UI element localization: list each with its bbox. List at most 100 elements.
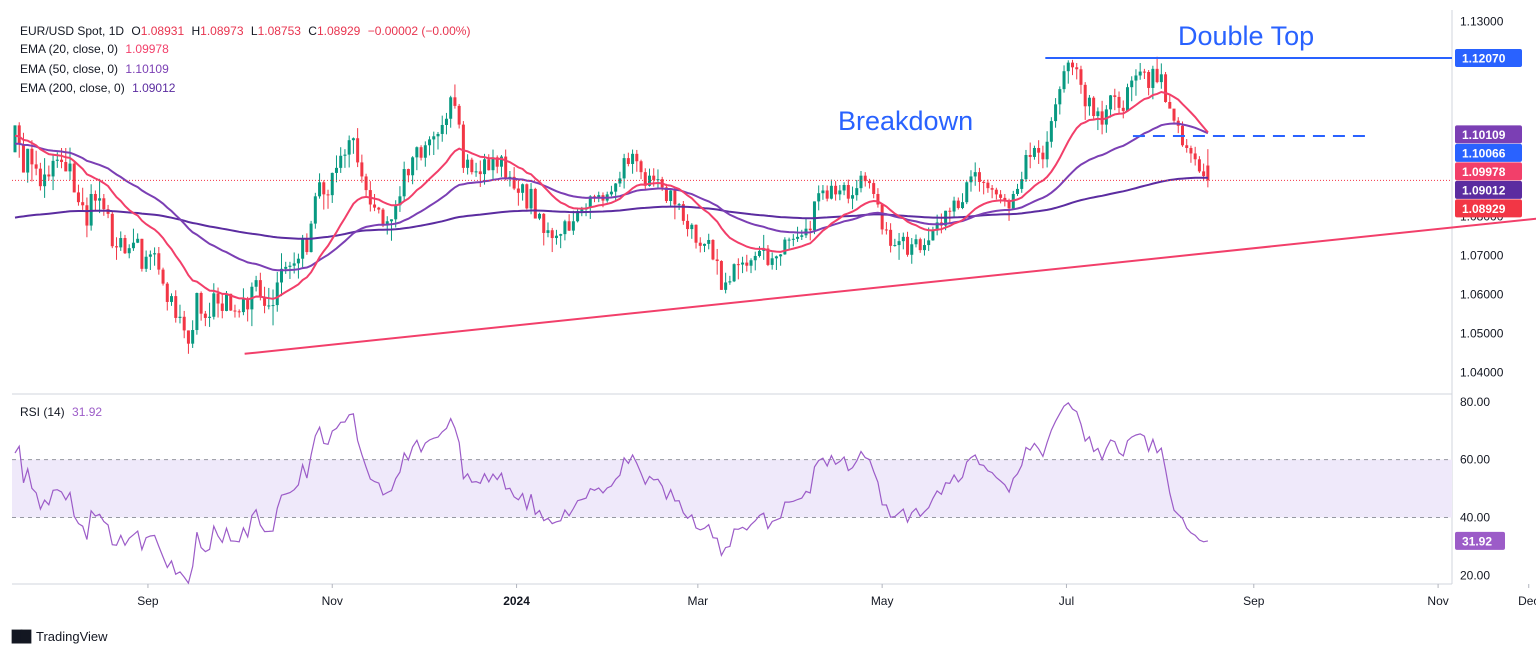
candle[interactable] <box>863 172 867 187</box>
candle[interactable] <box>711 239 715 261</box>
candle[interactable] <box>1041 145 1045 169</box>
candle[interactable] <box>123 234 127 255</box>
candle[interactable] <box>373 193 377 212</box>
candle[interactable] <box>525 183 529 210</box>
candle[interactable] <box>360 154 364 183</box>
candle[interactable] <box>893 238 897 247</box>
candle[interactable] <box>170 293 174 306</box>
candle[interactable] <box>131 228 135 251</box>
candle[interactable] <box>182 310 186 339</box>
candle[interactable] <box>30 140 34 182</box>
candle[interactable] <box>1134 69 1138 96</box>
candle[interactable] <box>334 155 338 183</box>
candle[interactable] <box>842 182 846 196</box>
candle[interactable] <box>529 183 533 215</box>
candle[interactable] <box>673 186 677 220</box>
candle[interactable] <box>411 156 415 185</box>
candle[interactable] <box>347 135 351 168</box>
candle[interactable] <box>702 243 706 253</box>
candle[interactable] <box>554 229 558 245</box>
candle[interactable] <box>770 252 774 270</box>
candle[interactable] <box>1028 142 1032 169</box>
candle[interactable] <box>724 272 728 294</box>
candle[interactable] <box>470 157 474 175</box>
candle[interactable] <box>144 250 148 272</box>
candle[interactable] <box>1045 131 1049 168</box>
candle[interactable] <box>838 185 842 201</box>
candle[interactable] <box>618 171 622 187</box>
candle[interactable] <box>398 186 402 212</box>
candle[interactable] <box>402 161 406 201</box>
candle[interactable] <box>432 131 436 156</box>
candle[interactable] <box>1087 94 1091 116</box>
candle[interactable] <box>174 290 178 323</box>
candle[interactable] <box>906 231 910 257</box>
candle[interactable] <box>669 190 673 207</box>
candle[interactable] <box>343 149 347 168</box>
candle[interactable] <box>440 115 444 142</box>
candle[interactable] <box>918 237 922 253</box>
candle[interactable] <box>859 170 863 193</box>
candle[interactable] <box>639 159 643 180</box>
candle[interactable] <box>1138 63 1142 80</box>
candle[interactable] <box>956 197 960 210</box>
rsi-legend[interactable]: RSI (14) 31.92 <box>20 405 106 419</box>
candle[interactable] <box>1020 171 1024 193</box>
candle[interactable] <box>428 136 432 156</box>
candle[interactable] <box>275 271 279 312</box>
candle[interactable] <box>1037 140 1041 164</box>
ema20-legend[interactable]: EMA (20, close, 0) 1.09978 <box>20 42 173 56</box>
candle[interactable] <box>119 231 123 251</box>
candle[interactable] <box>1155 56 1159 84</box>
candle[interactable] <box>34 150 38 176</box>
candle[interactable] <box>110 211 114 249</box>
candle[interactable] <box>186 330 190 354</box>
candle[interactable] <box>635 149 639 172</box>
candle[interactable] <box>982 180 986 195</box>
candle[interactable] <box>43 158 47 198</box>
candle[interactable] <box>208 302 212 327</box>
candle[interactable] <box>897 232 901 260</box>
candle[interactable] <box>1164 71 1168 103</box>
candle[interactable] <box>153 247 157 266</box>
candle[interactable] <box>622 153 626 189</box>
candle[interactable] <box>817 185 821 211</box>
candle[interactable] <box>800 229 804 240</box>
candle[interactable] <box>423 141 427 167</box>
candle[interactable] <box>254 275 258 292</box>
candle[interactable] <box>533 187 537 219</box>
candle[interactable] <box>199 291 203 321</box>
candle[interactable] <box>914 234 918 248</box>
candle[interactable] <box>229 293 233 311</box>
candle[interactable] <box>521 183 525 201</box>
candle[interactable] <box>93 190 97 212</box>
candle[interactable] <box>1024 149 1028 182</box>
candle[interactable] <box>686 214 690 237</box>
candle[interactable] <box>457 103 461 129</box>
candle[interactable] <box>741 256 745 274</box>
candle[interactable] <box>76 184 80 206</box>
candle[interactable] <box>986 179 990 193</box>
candle[interactable] <box>1159 63 1163 89</box>
candle[interactable] <box>241 288 245 316</box>
candle[interactable] <box>356 128 360 168</box>
candle[interactable] <box>148 250 152 270</box>
symbol-name[interactable]: EUR/USD Spot, 1D <box>20 24 125 38</box>
candle[interactable] <box>783 237 787 255</box>
candle[interactable] <box>26 148 30 183</box>
candle[interactable] <box>542 213 546 246</box>
candle[interactable] <box>364 173 368 197</box>
candle[interactable] <box>969 170 973 192</box>
candle[interactable] <box>474 162 478 177</box>
candle[interactable] <box>690 223 694 239</box>
candle[interactable] <box>681 201 685 225</box>
candle[interactable] <box>567 214 571 232</box>
candle[interactable] <box>296 253 300 279</box>
candle[interactable] <box>1151 65 1155 100</box>
candle[interactable] <box>191 320 195 348</box>
candle[interactable] <box>313 192 317 229</box>
candle[interactable] <box>504 149 508 181</box>
candle[interactable] <box>1109 94 1113 118</box>
candle[interactable] <box>948 207 952 224</box>
candle[interactable] <box>1117 91 1121 114</box>
